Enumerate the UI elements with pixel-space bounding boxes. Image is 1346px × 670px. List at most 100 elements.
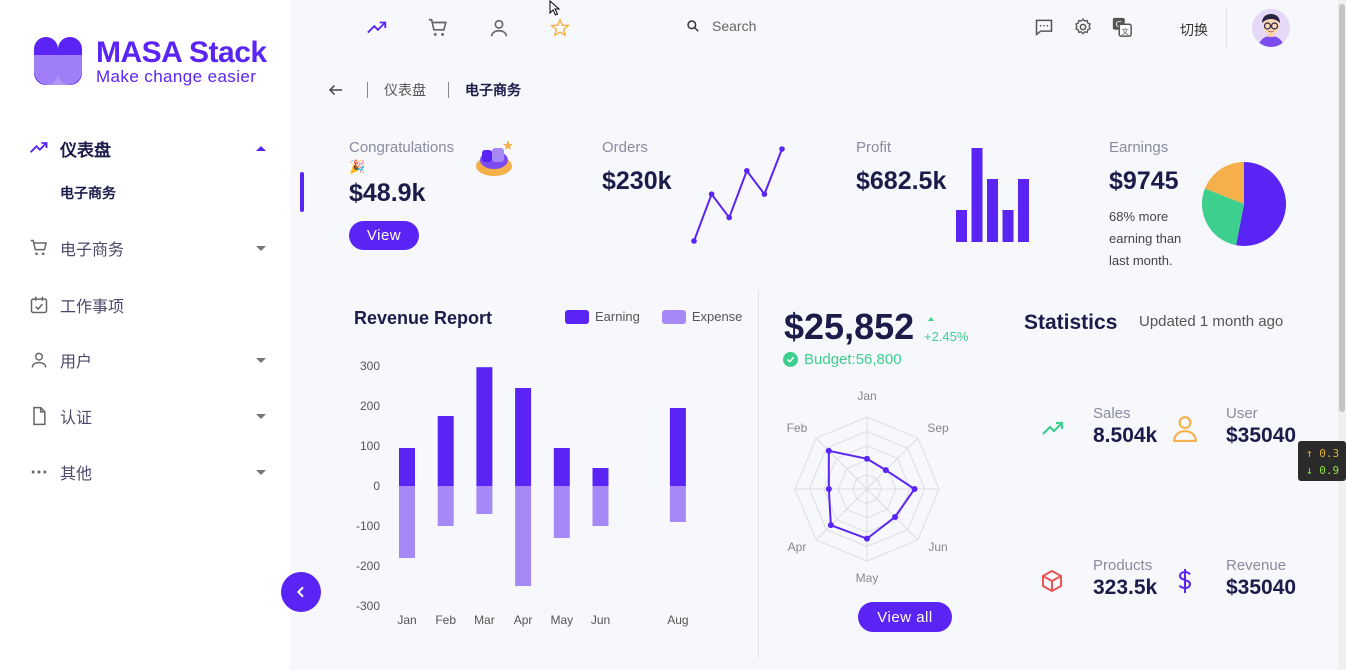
- stat-value: $35040: [1226, 576, 1297, 599]
- revenue-total: $25,852: [784, 306, 915, 347]
- avatar[interactable]: [1252, 9, 1290, 47]
- pie-slice: [1204, 162, 1244, 204]
- revenue-change: +2.45%: [924, 329, 969, 344]
- sidebar-item-label: 工作事项: [60, 299, 125, 316]
- view-all-button[interactable]: View all: [858, 602, 952, 632]
- sidebar-item-ecommerce[interactable]: 电子商务: [28, 228, 272, 268]
- stat-sales: Sales 8.504k: [1093, 405, 1157, 448]
- earning-bar[interactable]: [553, 448, 570, 486]
- radar-axis-label: May: [856, 571, 879, 585]
- calendar-check-icon: [28, 294, 50, 316]
- y-tick-label: 100: [360, 439, 380, 453]
- chevron-down-icon: [256, 245, 266, 251]
- message-icon[interactable]: [1033, 16, 1055, 38]
- masa-logo-icon: [34, 37, 84, 87]
- avatar-face-icon: [1252, 9, 1290, 47]
- sidebar-subitem-ecommerce[interactable]: 电子商务: [60, 185, 116, 201]
- card-label: Profit: [856, 139, 892, 156]
- expense-bar[interactable]: [515, 486, 532, 586]
- back-arrow-icon[interactable]: [327, 81, 345, 99]
- sparkline-point: [691, 238, 697, 244]
- sidebar-item-label: 电子商务: [60, 242, 125, 259]
- star-icon[interactable]: [548, 16, 572, 40]
- radar-point: [825, 486, 832, 492]
- earning-bar[interactable]: [476, 367, 493, 486]
- radar-axis-label: Feb: [787, 421, 808, 435]
- expense-bar[interactable]: [437, 486, 454, 526]
- congratulations-card: Congratulations 🎉 $48.9k: [349, 139, 454, 208]
- x-tick-label: Jun: [591, 613, 610, 627]
- sidebar-item-dashboard[interactable]: 仪表盘: [28, 128, 272, 168]
- trending-up-icon[interactable]: [365, 16, 389, 40]
- pie-slice: [1202, 188, 1244, 246]
- search-bar[interactable]: Search: [686, 18, 756, 34]
- earnings-pie: [1202, 162, 1286, 246]
- expense-bar[interactable]: [553, 486, 570, 538]
- sidebar-item-tasks[interactable]: 工作事项: [28, 285, 272, 325]
- profit-card: Profit $682.5k: [856, 139, 946, 196]
- earning-bar[interactable]: [437, 416, 454, 486]
- view-button[interactable]: View: [349, 221, 419, 250]
- earning-bar[interactable]: [515, 388, 532, 486]
- earning-bar[interactable]: [592, 468, 609, 486]
- search-input[interactable]: Search: [712, 18, 757, 34]
- profit-bar: [987, 179, 998, 242]
- earning-bar[interactable]: [399, 448, 415, 486]
- radar-axis-label: Sep: [927, 421, 949, 435]
- sidebar-item-other[interactable]: 其他: [28, 452, 272, 492]
- scrollbar-thumb[interactable]: [1339, 4, 1345, 412]
- x-tick-label: Aug: [667, 613, 688, 627]
- radar-axis-label: Jan: [857, 389, 876, 403]
- pie-slice: [1236, 162, 1286, 246]
- expense-bar[interactable]: [592, 486, 609, 526]
- stat-value: 8.504k: [1093, 424, 1158, 447]
- legend-label: Earning: [595, 309, 640, 324]
- earnings-note-line: earning than: [1109, 231, 1182, 246]
- sidebar-item-auth[interactable]: 认证: [28, 396, 272, 436]
- radar-axis-label: Apr: [788, 540, 807, 554]
- stat-label: User: [1226, 405, 1258, 422]
- gear-icon[interactable]: [1072, 16, 1094, 38]
- cart-icon[interactable]: [426, 16, 450, 40]
- stat-label: Sales: [1093, 405, 1131, 422]
- radar-spoke: [815, 488, 868, 541]
- scrollbar[interactable]: [1338, 0, 1346, 670]
- expense-bar[interactable]: [399, 486, 415, 558]
- y-tick-label: 200: [360, 399, 380, 413]
- user-icon: [28, 349, 50, 371]
- card-label: Orders: [602, 139, 648, 156]
- divider: [1226, 8, 1227, 48]
- sidebar-item-users[interactable]: 用户: [28, 340, 272, 380]
- sparkline-point: [708, 191, 715, 197]
- radar-point: [864, 535, 870, 542]
- switch-button[interactable]: 切换: [1180, 22, 1208, 38]
- cart-icon: [28, 237, 50, 259]
- box-icon: [1039, 568, 1065, 594]
- orders-sparkline: [691, 146, 785, 244]
- file-icon: [28, 405, 50, 427]
- stat-label: Revenue: [1226, 557, 1287, 574]
- stat-products: Products 323.5k: [1093, 557, 1157, 600]
- user-icon[interactable]: [487, 16, 511, 40]
- breadcrumb-parent[interactable]: 仪表盘: [384, 82, 426, 98]
- party-popper-icon: 🎉: [349, 159, 366, 174]
- sidebar-item-label: 认证: [60, 410, 93, 427]
- collapse-sidebar-button[interactable]: [281, 572, 321, 612]
- network-speed-overlay: ↑ 0.3 ↓ 0.9: [1298, 441, 1346, 481]
- earning-bar[interactable]: [669, 408, 686, 486]
- earnings-note: 68% more earning than last month.: [1109, 206, 1181, 272]
- stat-value: $35040: [1226, 424, 1297, 447]
- brand-logo[interactable]: MASA Stack Make change easier: [34, 37, 267, 87]
- legend-earning[interactable]: Earning: [565, 309, 640, 324]
- chevron-up-icon: [256, 145, 266, 151]
- expense-bar[interactable]: [476, 486, 493, 514]
- user-icon: [1172, 415, 1198, 442]
- profit-bar: [1002, 210, 1014, 242]
- profit-bar: [956, 210, 967, 242]
- legend-expense[interactable]: Expense: [661, 309, 742, 324]
- svg-text:G: G: [1116, 19, 1122, 29]
- expense-bar[interactable]: [669, 486, 686, 522]
- sparkline-line: [693, 148, 783, 242]
